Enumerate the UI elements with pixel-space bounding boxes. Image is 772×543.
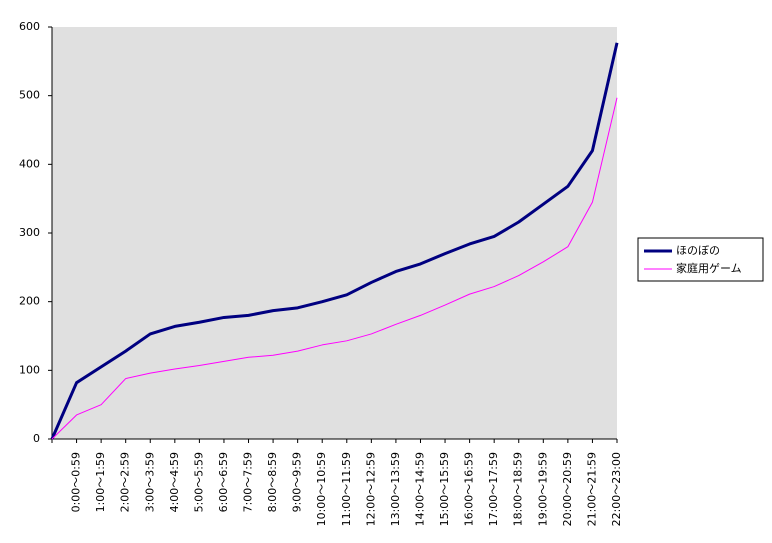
x-tick-label: 20:00～20:59: [561, 452, 574, 526]
y-tick-label: 400: [19, 157, 40, 170]
x-tick-label: 1:00～1:59: [94, 452, 107, 512]
x-tick-label: 17:00～17:59: [487, 452, 500, 526]
legend-label: ほのぼの: [676, 244, 720, 257]
y-tick-label: 500: [19, 89, 40, 102]
x-tick-label: 13:00～13:59: [389, 452, 402, 526]
x-tick-label: 3:00～3:59: [143, 452, 156, 512]
y-tick-label: 100: [19, 363, 40, 376]
x-tick-label: 21:00～21:59: [585, 452, 598, 526]
x-tick-label: 7:00～7:59: [242, 452, 255, 512]
y-tick-label: 0: [33, 432, 40, 445]
x-tick-label: 15:00～15:59: [438, 452, 451, 526]
y-tick-label: 600: [19, 20, 40, 33]
x-tick-label: 11:00～11:59: [340, 452, 353, 526]
line-series: [51, 97, 618, 440]
x-tick-label: 12:00～12:59: [364, 452, 377, 526]
x-tick-label: 6:00～6:59: [217, 452, 230, 512]
x-tick-label: 8:00～8:59: [266, 452, 279, 512]
x-tick-label: 22:00～23:00: [610, 452, 623, 526]
x-tick-label: 14:00～14:59: [413, 452, 426, 526]
x-tick-label: 10:00～10:59: [315, 452, 328, 526]
y-tick-label: 300: [19, 226, 40, 239]
y-tick-label: 200: [19, 295, 40, 308]
plot-area: [52, 27, 617, 439]
line-series: [50, 42, 619, 440]
x-tick-label: 18:00～18:59: [512, 452, 525, 526]
legend-label: 家庭用ゲーム: [676, 261, 742, 275]
x-tick-label: 9:00～9:59: [291, 452, 304, 512]
x-tick-label: 2:00～2:59: [119, 452, 132, 512]
x-tick-label: 5:00～5:59: [192, 452, 205, 512]
x-tick-label: 19:00～19:59: [536, 452, 549, 526]
x-tick-label: 16:00～16:59: [463, 452, 476, 526]
legend-box: [637, 237, 764, 282]
x-tick-label: 4:00～4:59: [168, 452, 181, 512]
x-tick-label: 0:00～0:59: [70, 452, 83, 512]
